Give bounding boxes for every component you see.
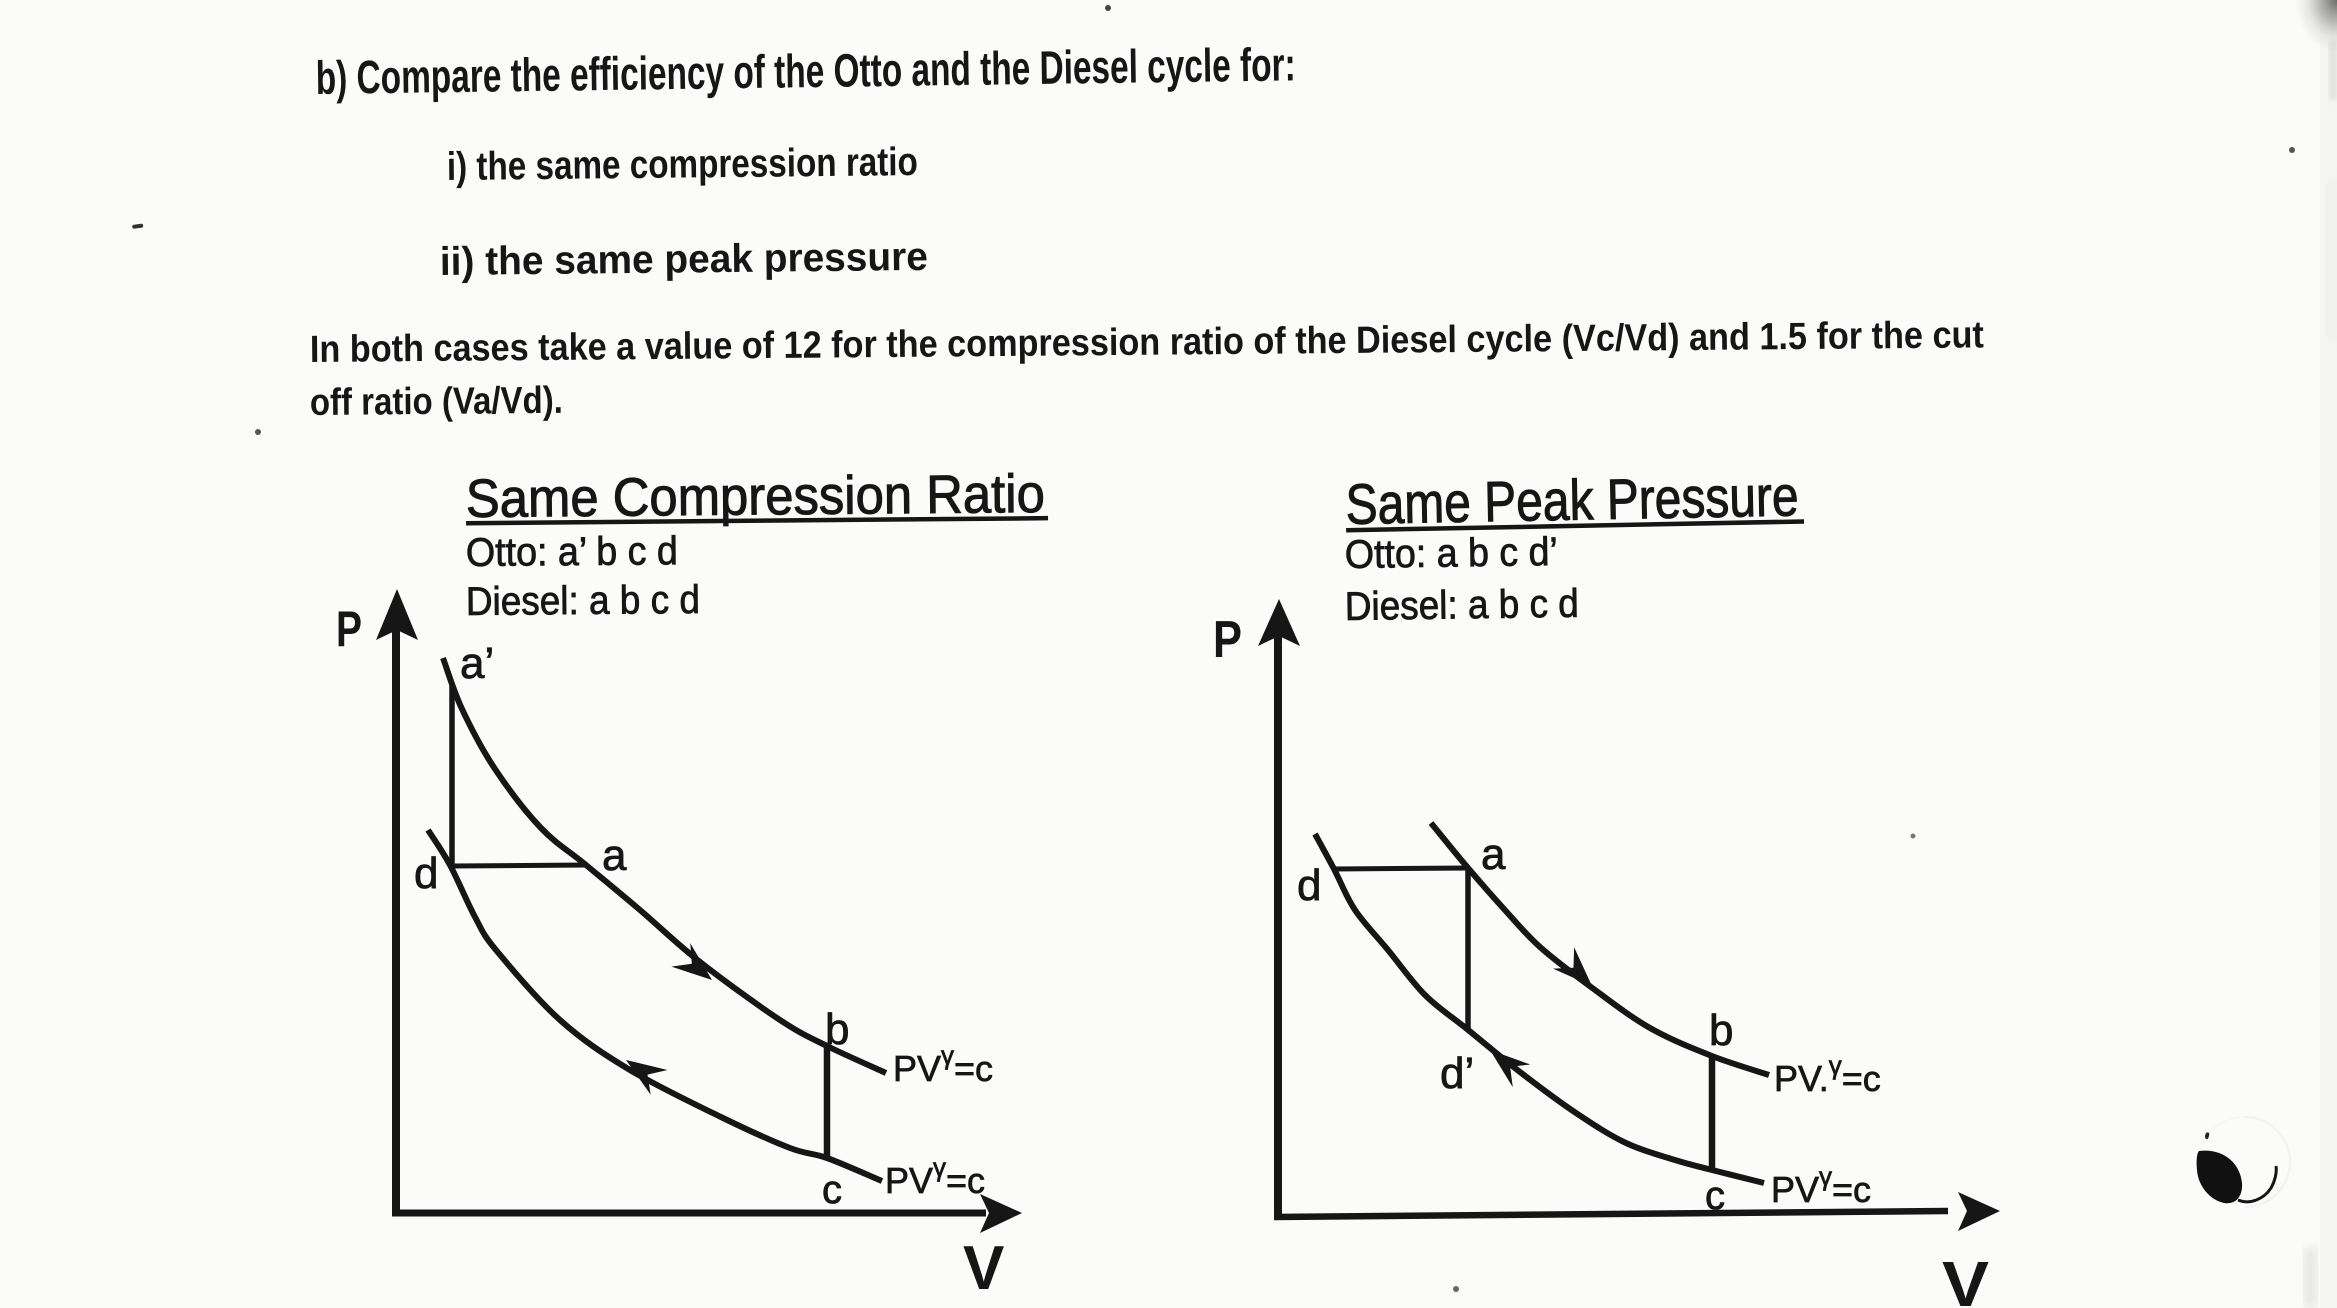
svg-text:V: V [1942,1248,1989,1308]
svg-text:i) the same compression ratio: i) the same compression ratio [447,140,918,189]
svg-text:Otto: a b c d’: Otto: a b c d’ [1345,530,1559,577]
svg-text:d’: d’ [1440,1049,1474,1098]
svg-text:d: d [414,849,438,898]
svg-text:b: b [1709,1006,1733,1055]
svg-text:PV.γ=c: PV.γ=c [1774,1050,1881,1099]
svg-text:c: c [822,1168,842,1212]
svg-text:c: c [1705,1174,1725,1218]
svg-text:b: b [825,1005,849,1054]
svg-text:ii) the same peak pressure: ii) the same peak pressure [440,235,928,284]
svg-text:a: a [602,831,627,880]
svg-text:Diesel: a b c d: Diesel: a b c d [1345,582,1580,629]
svg-text:P: P [1213,611,1242,669]
svg-text:Otto: a’ b c d: Otto: a’ b c d [466,529,678,575]
svg-text:off ratio (Va/Vd).: off ratio (Va/Vd). [310,380,563,424]
svg-text:V: V [963,1234,1004,1303]
svg-text:a’: a’ [460,639,494,688]
svg-text:P: P [336,601,362,657]
svg-text:PVγ=c: PVγ=c [885,1152,985,1201]
svg-text:d: d [1297,861,1321,910]
svg-text:a: a [1481,830,1506,879]
svg-text:Diesel: a b c d: Diesel: a b c d [466,578,700,624]
